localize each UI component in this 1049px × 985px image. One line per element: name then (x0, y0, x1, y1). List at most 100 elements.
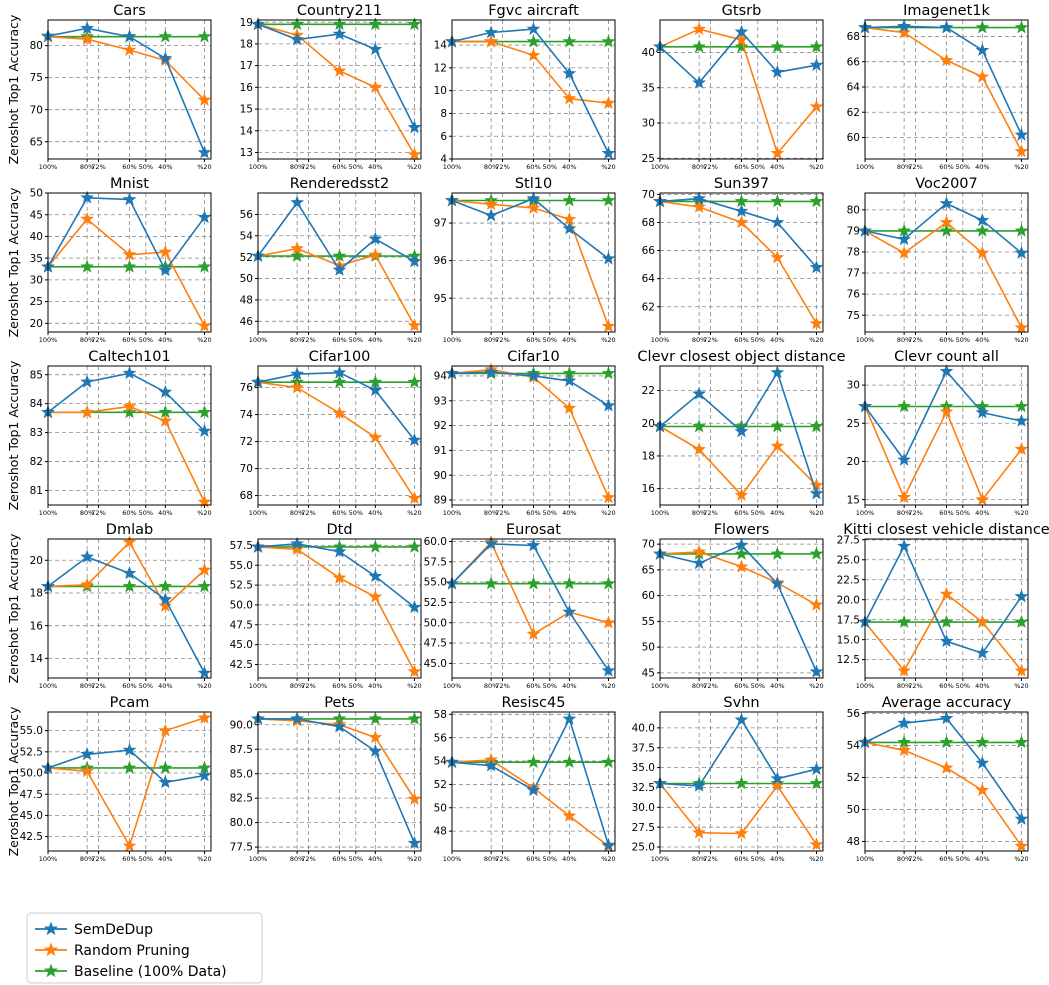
subplot-title: Renderedsst2 (290, 176, 389, 192)
data-point (526, 626, 541, 640)
x-tick-label: 40% (562, 509, 576, 517)
data-point (290, 536, 304, 550)
data-point (692, 386, 706, 400)
x-tick-label: 40% (562, 163, 576, 171)
y-tick-label: 80 (847, 204, 860, 216)
data-point (562, 212, 577, 226)
x-tick-label: 80% (897, 336, 911, 344)
x-tick-label: 40% (368, 509, 382, 517)
series-line (659, 544, 818, 673)
data-point (770, 365, 785, 379)
y-tick-label: 40.0 (632, 722, 655, 734)
data-point (809, 419, 824, 433)
y-tick-label: 77.5 (230, 842, 253, 854)
x-tick-label: 40% (770, 163, 784, 171)
y-tick-label: 14 (30, 653, 44, 665)
y-tick-label: 75 (847, 310, 860, 322)
y-tick-label: 15 (847, 494, 860, 506)
data-point (407, 374, 422, 389)
series-line (451, 759, 609, 847)
data-point (734, 559, 749, 573)
x-tick-label: 72% (495, 163, 509, 171)
x-tick-label: 100% (39, 163, 58, 171)
data-point (368, 80, 383, 94)
subplot: Clevr count all 15 20 25 30 100% 80%72% 60% 50% 4… (847, 349, 1029, 517)
series-line (659, 783, 818, 846)
data-point (526, 48, 541, 62)
x-tick-label: 80% (290, 855, 304, 863)
data-point (692, 419, 706, 433)
data-point (80, 405, 94, 419)
x-tick-label: 100% (443, 855, 462, 863)
y-tick-label: 17 (240, 60, 253, 72)
subplot: Flowers 45 50 55 60 65 70 100% 80%72% 60% 50% 40% %2… (642, 522, 824, 690)
x-tick-label: 100% (249, 855, 268, 863)
y-tick-label: 40 (642, 47, 655, 59)
x-tick-label: 50% (956, 163, 970, 171)
data-point (601, 615, 616, 629)
y-tick-label: 20 (30, 555, 43, 567)
data-point (80, 747, 94, 761)
y-tick-label: 22 (642, 385, 655, 397)
data-point (407, 120, 422, 134)
legend-marker (43, 921, 59, 936)
subplot: Average accuracy 48 50 52 54 56 100% 80%72% 60% 5… (847, 695, 1029, 863)
axes-frame (659, 365, 824, 506)
y-tick-label: 60.0 (424, 536, 447, 548)
y-axis-label: Zeroshot Top1 Accuracy (6, 533, 21, 683)
x-tick-label: 40% (975, 855, 989, 863)
x-tick-label: 40% (368, 855, 382, 863)
data-point (692, 39, 706, 53)
x-tick-label: 80% (290, 509, 304, 517)
x-tick-label: %20 (407, 855, 421, 863)
y-tick-label: 52.5 (20, 746, 43, 758)
x-tick-label: 80% (897, 855, 911, 863)
data-point (368, 247, 383, 261)
axes-frame (451, 365, 616, 506)
data-point (770, 438, 785, 452)
y-tick-label: 94 (434, 371, 448, 383)
data-point (601, 95, 616, 109)
data-point (368, 743, 383, 757)
legend-label: SemDeDup (74, 922, 153, 938)
data-point (562, 576, 577, 590)
y-axis-label: Zeroshot Top1 Accuracy (6, 14, 21, 164)
y-tick-label: 19 (240, 17, 253, 29)
data-point (809, 776, 824, 790)
x-tick-label: 50% (543, 163, 557, 171)
data-point (897, 232, 911, 246)
data-point (332, 365, 347, 379)
data-point (407, 491, 422, 505)
y-tick-label: 68 (642, 217, 655, 229)
data-point (197, 259, 212, 273)
data-point (197, 768, 212, 782)
series-line (864, 717, 1023, 820)
subplot: Mnist 20 25 30 35 40 45 50 100% 80%72% 60% 50% 40% %2… (30, 176, 212, 344)
x-tick-label: 72% (703, 682, 717, 690)
legend-item: SemDeDup (35, 921, 153, 938)
x-tick-label: 80% (290, 682, 304, 690)
y-tick-label: 97 (434, 218, 447, 230)
subplot-title: Pcam (110, 695, 150, 711)
y-tick-label: 20.0 (837, 594, 860, 606)
x-tick-label: 60% (939, 682, 953, 690)
data-point (770, 546, 785, 560)
x-tick-label: 60% (122, 855, 136, 863)
x-tick-label: 72% (91, 855, 105, 863)
y-tick-label: 85 (30, 369, 43, 381)
x-tick-label: 80% (80, 682, 94, 690)
y-tick-label: 66 (847, 56, 861, 68)
data-point (939, 634, 954, 648)
subplot: Dmlab 14 16 18 20 100% 80%72% 60% 50% 40% %20 (30, 522, 212, 690)
x-tick-label: 60% (526, 509, 540, 517)
x-tick-label: 40% (770, 509, 784, 517)
data-point (407, 539, 422, 553)
x-tick-label: 80% (897, 163, 911, 171)
data-point (332, 26, 347, 40)
data-point (407, 600, 422, 614)
data-point (975, 223, 990, 237)
data-point (368, 231, 383, 245)
legend-frame (26, 912, 263, 984)
x-tick-label: 50% (751, 509, 765, 517)
data-point (197, 210, 212, 224)
